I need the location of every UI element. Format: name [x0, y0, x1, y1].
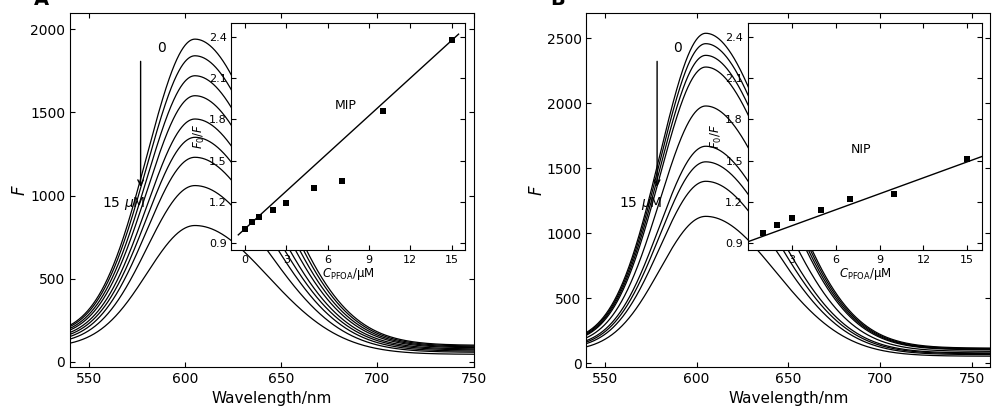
- X-axis label: Wavelength/nm: Wavelength/nm: [728, 392, 848, 407]
- Text: B: B: [550, 0, 565, 9]
- Text: 15 $\mu$M: 15 $\mu$M: [619, 196, 662, 212]
- Text: A: A: [34, 0, 49, 9]
- Y-axis label: F: F: [11, 185, 29, 195]
- Text: 15 $\mu$M: 15 $\mu$M: [102, 196, 146, 212]
- X-axis label: Wavelength/nm: Wavelength/nm: [212, 392, 332, 407]
- Y-axis label: F: F: [527, 185, 545, 195]
- Text: 0: 0: [157, 41, 166, 55]
- Text: 0: 0: [673, 41, 682, 55]
